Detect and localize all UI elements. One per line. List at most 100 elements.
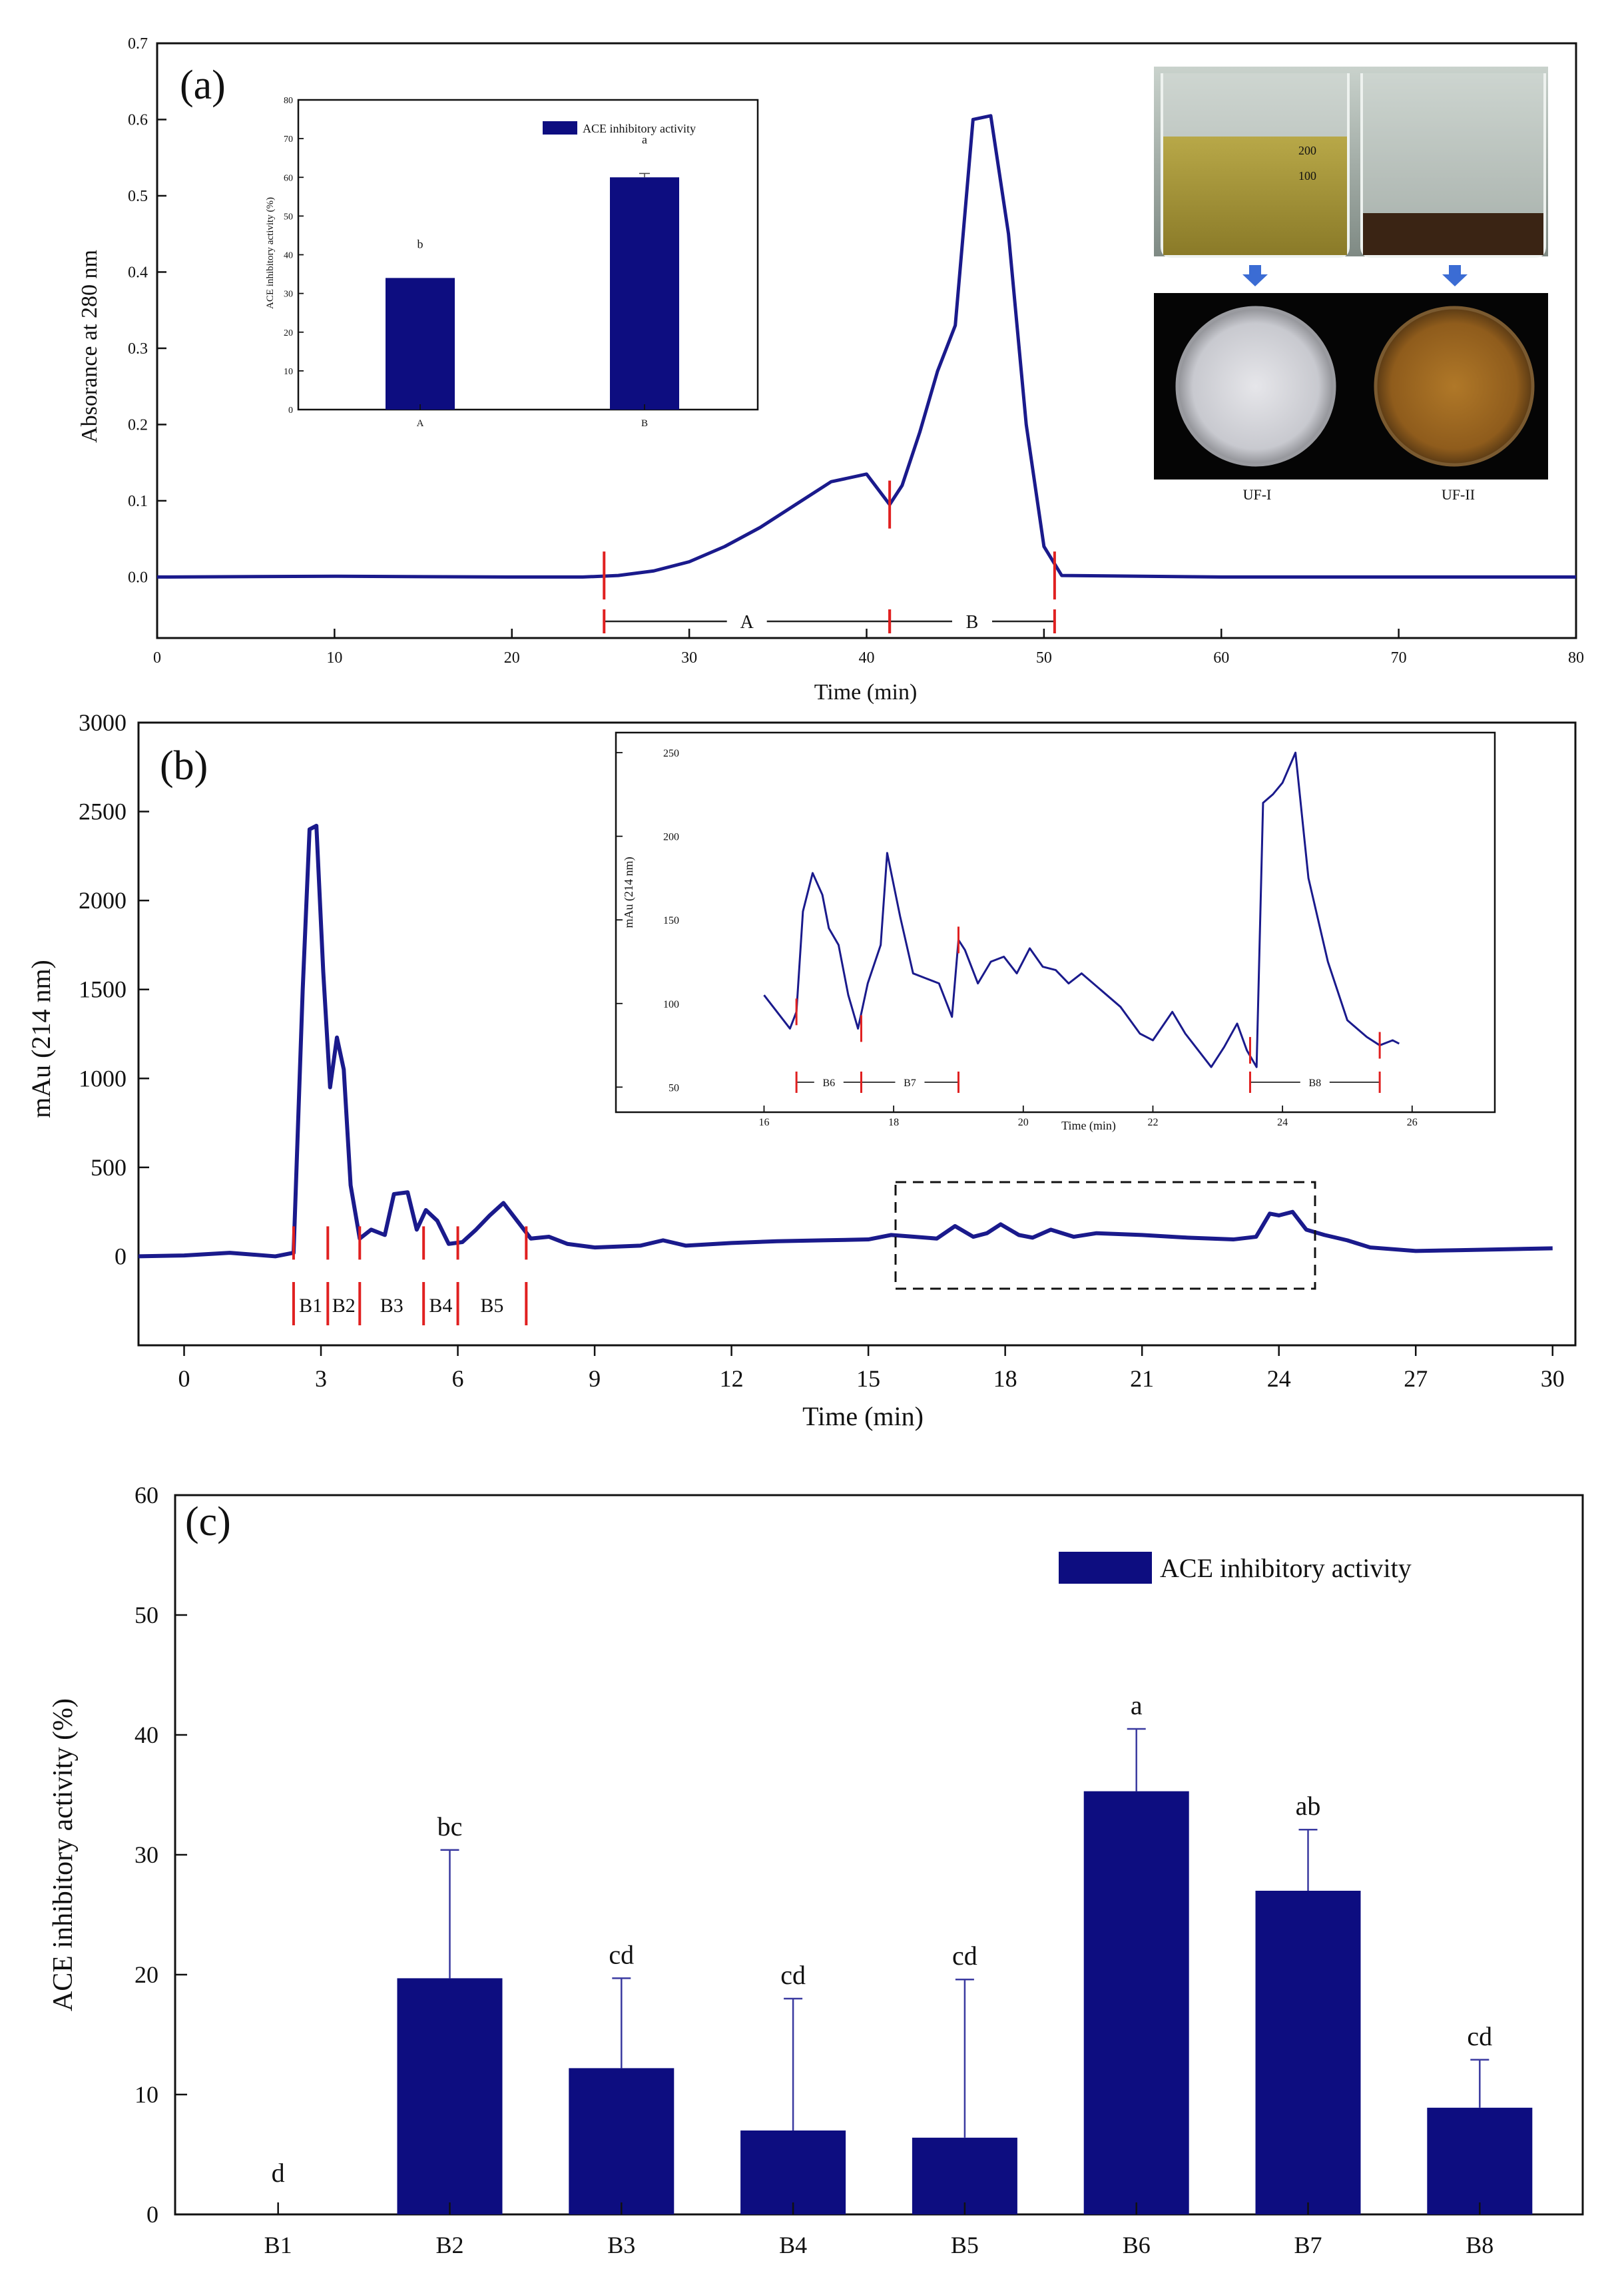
x-tick-label: 27 — [1404, 1365, 1428, 1392]
y-tick-label: 0.5 — [128, 188, 148, 205]
x-tick-label: B5 — [951, 2232, 979, 2258]
y-tick-label: 0.2 — [128, 416, 148, 434]
inset-y-tick-label: 60 — [284, 173, 293, 183]
x-tick-label: 18 — [993, 1365, 1017, 1392]
dish-uf-i — [1175, 306, 1336, 467]
inset-significance-letter: b — [417, 237, 423, 250]
y-tick-label: 50 — [135, 1602, 158, 1628]
inset-fraction-label: B7 — [904, 1078, 916, 1089]
inset-fraction-label: B6 — [822, 1078, 835, 1089]
significance-letter: bc — [437, 1811, 463, 1841]
inset-y-tick-label: 250 — [663, 748, 679, 759]
absorbance-line — [156, 114, 1576, 579]
panel-c-bars: d B1 bc B2 cd B3 cd B4 cd B5 a B6 ab B7 cd B8 — [264, 1690, 1533, 2258]
x-tick-label: 30 — [681, 649, 697, 667]
mau-line — [138, 823, 1553, 1259]
bar — [1083, 1791, 1189, 2214]
y-tick-label: 2500 — [79, 799, 127, 825]
inset-x-tick-label: 24 — [1277, 1117, 1288, 1128]
x-tick-label: B4 — [779, 2232, 807, 2258]
x-tick-label: 15 — [856, 1365, 880, 1392]
panel-c: 0 10 20 30 40 50 60 d B1 bc B2 cd B3 cd B4 cd B5 a B6 ab B7… — [48, 1482, 1584, 2258]
significance-letter: a — [1131, 1690, 1143, 1720]
x-tick-label: 50 — [1036, 649, 1052, 667]
panel-b-y-ticks: 0 500 1000 1500 2000 2500 3000 — [79, 709, 149, 1269]
significance-letter: d — [272, 2158, 285, 2188]
fraction-label: B1 — [299, 1295, 322, 1317]
caption-uf-ii: UF-II — [1442, 486, 1475, 503]
panel-a-x-ticks: 0 10 20 30 40 50 60 70 80 — [153, 629, 1584, 667]
inset-y-tick-label: 10 — [284, 367, 293, 377]
inset-x-tick-label: A — [417, 418, 424, 429]
inset-x-tick-label: B — [641, 418, 648, 429]
inset-y-tick-label: 0 — [288, 406, 293, 416]
significance-letter: ab — [1296, 1791, 1321, 1821]
x-tick-label: 80 — [1568, 649, 1584, 667]
panel-a: 0.0 0.1 0.2 0.3 0.4 0.5 0.6 0.7 0 10 20 30 40 50 60 70… — [77, 35, 1584, 705]
x-tick-label: B7 — [1294, 2232, 1322, 2258]
y-tick-label: 3000 — [79, 709, 127, 736]
x-tick-label: 60 — [1213, 649, 1229, 667]
panel-c-frame — [174, 1494, 1584, 2216]
panel-b-inset-xlabel: Time (min) — [1061, 1119, 1116, 1133]
inset-y-tick-label: 150 — [663, 915, 679, 926]
x-tick-label: B2 — [435, 2232, 463, 2258]
x-tick-label: B1 — [264, 2232, 292, 2258]
significance-letter: cd — [1467, 2021, 1492, 2051]
y-tick-label: 0.1 — [128, 493, 148, 510]
inset-x-tick-label: 16 — [758, 1117, 769, 1128]
inset-x-tick-label: 18 — [888, 1117, 899, 1128]
panel-b-xlabel: Time (min) — [802, 1401, 924, 1431]
panel-a-y-ticks: 0.0 0.1 0.2 0.3 0.4 0.5 0.6 0.7 — [128, 35, 166, 586]
inset-y-tick-label: 50 — [284, 212, 293, 222]
inset-y-tick-label: 80 — [284, 96, 293, 106]
y-tick-label: 1000 — [79, 1065, 127, 1092]
x-tick-label: B3 — [607, 2232, 635, 2258]
y-tick-label: 20 — [135, 1961, 158, 1988]
inset-y-tick-label: 100 — [663, 999, 679, 1010]
x-tick-label: 0 — [153, 649, 161, 667]
panel-a-inset-frame — [297, 99, 759, 411]
x-tick-label: 12 — [720, 1365, 744, 1392]
beaker-right-liquid — [1363, 213, 1543, 255]
inset-y-tick-label: 200 — [663, 832, 679, 843]
panel-a-label: (a) — [180, 63, 226, 108]
bar — [1255, 1891, 1361, 2214]
zoom-region-box — [894, 1181, 1316, 1290]
y-tick-label: 60 — [135, 1482, 158, 1508]
y-tick-label: 2000 — [79, 887, 127, 914]
fraction-label: B5 — [480, 1295, 503, 1317]
inset-fraction-label: B8 — [1308, 1078, 1321, 1089]
inset-y-tick-label: 20 — [284, 328, 293, 338]
x-tick-label: 24 — [1267, 1365, 1291, 1392]
panel-c-y-ticks: 0 10 20 30 40 50 60 — [135, 1482, 187, 2228]
inset-x-tick-label: 22 — [1147, 1117, 1158, 1128]
x-tick-label: 10 — [326, 649, 342, 667]
panel-a-inset-bars: b Aa B — [386, 133, 679, 429]
x-tick-label: 9 — [589, 1365, 601, 1392]
panel-b-series: B1 B2 B3 B4 B5 — [138, 823, 1553, 1325]
x-tick-label: 0 — [178, 1365, 190, 1392]
x-tick-label: 6 — [452, 1365, 464, 1392]
panel-b-frame — [137, 721, 1577, 1347]
x-tick-label: B8 — [1466, 2232, 1493, 2258]
y-tick-label: 30 — [135, 1841, 158, 1868]
fraction-label: B3 — [380, 1295, 404, 1317]
panel-b-inset-ylabel: mAu (214 nm) — [622, 857, 636, 928]
x-tick-label: B6 — [1123, 2232, 1151, 2258]
panel-c-ylabel: ACE inhibitory activity (%) — [48, 1698, 79, 2011]
bar — [397, 1978, 503, 2214]
inset-y-tick-label: 30 — [284, 290, 293, 300]
y-tick-label: 0 — [146, 2201, 158, 2228]
arrow-down-icon — [1442, 265, 1468, 286]
panel-b-inset-series: B6 B7 B8 — [763, 751, 1400, 1093]
arrow-down-icon — [1242, 265, 1268, 286]
fraction-label: B4 — [429, 1295, 452, 1317]
y-tick-label: 0.7 — [128, 35, 148, 53]
fraction-label: B — [966, 612, 979, 633]
panel-a-inset-legend-swatch — [543, 121, 577, 135]
panel-c-legend-swatch — [1059, 1552, 1152, 1584]
y-tick-label: 10 — [135, 2081, 158, 2108]
panel-b: 0 500 1000 1500 2000 2500 3000 0 3 6 9 12 15 18 21 24 2… — [26, 709, 1577, 1431]
